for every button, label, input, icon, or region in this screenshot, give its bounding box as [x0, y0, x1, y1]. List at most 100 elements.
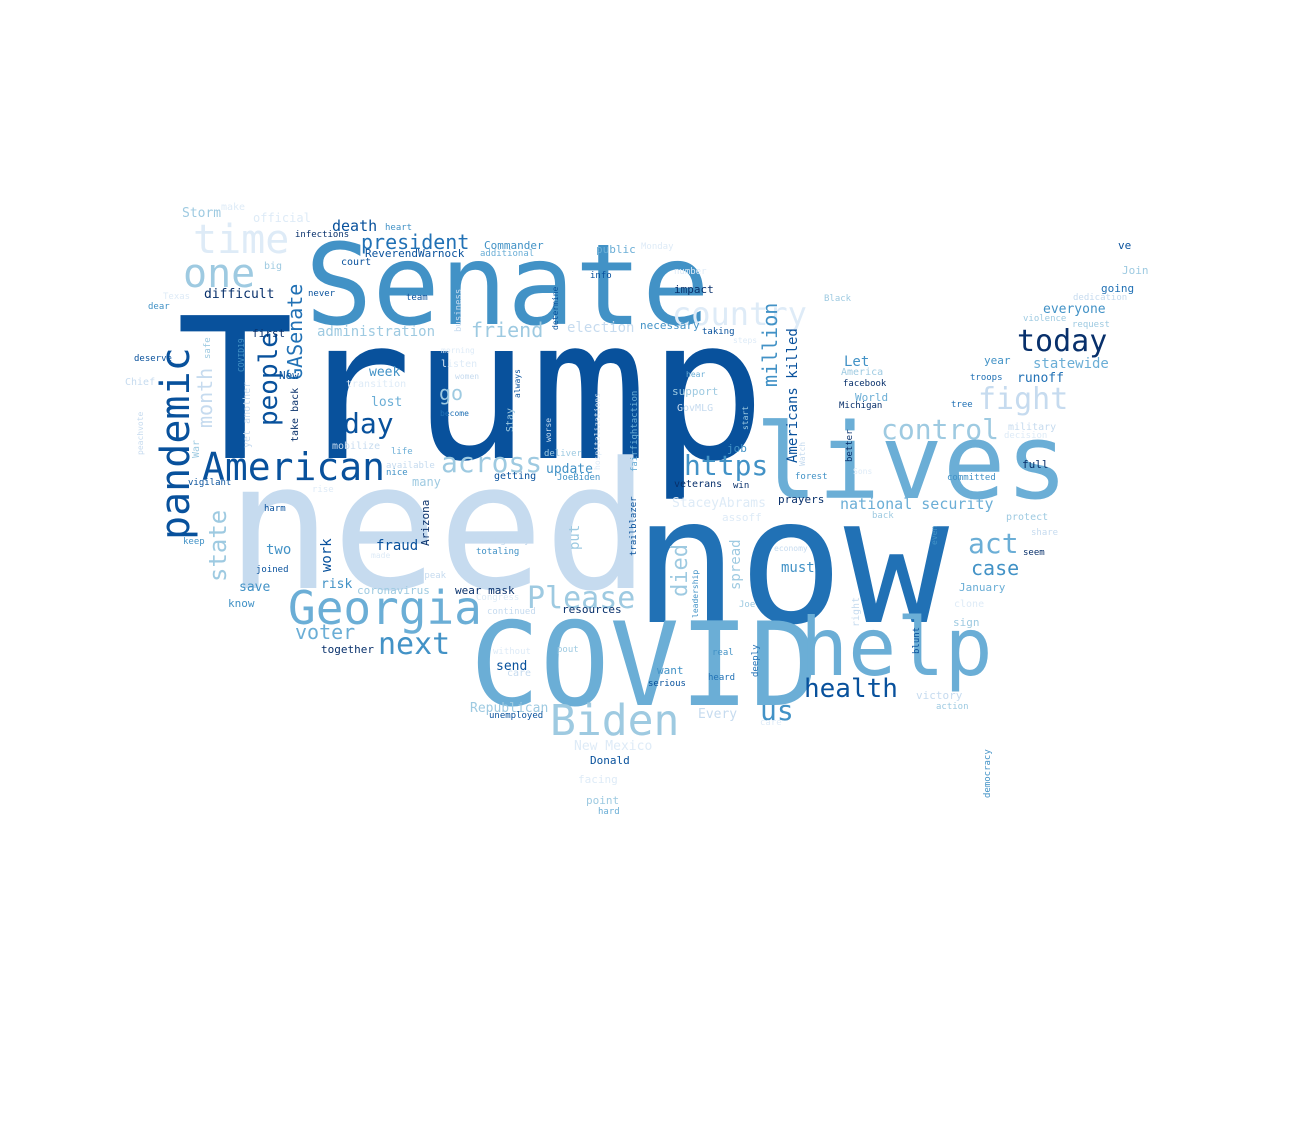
word-win: win [733, 481, 750, 491]
word-day: day [343, 407, 394, 440]
word-country: country [672, 295, 807, 333]
word-listen: listen [441, 359, 478, 370]
word-national-security: national security [840, 495, 994, 513]
word-better-v: better [845, 429, 855, 462]
word-friend: friend [471, 318, 544, 342]
word-georgia: Georgia [288, 581, 482, 635]
word-voter: voter [295, 620, 356, 644]
word-one: one [183, 251, 256, 297]
word-help: help [800, 601, 993, 694]
word-women: women [455, 372, 480, 381]
word-texas: Texas [163, 292, 191, 302]
word-care-2: care [760, 718, 782, 728]
word-war-v: War [191, 439, 202, 458]
word-always-v: always [513, 369, 522, 398]
word-health: health [804, 674, 898, 704]
word-every: Every [698, 707, 738, 722]
word-leadership-v: leadership [691, 569, 700, 618]
word-additional: additional [480, 249, 535, 259]
word-put-v: put [567, 524, 583, 550]
word-january: January [959, 581, 1006, 594]
word-joe: Joe [739, 600, 756, 610]
word-full: full [1022, 458, 1049, 471]
word-blunt-v: blunt [912, 626, 922, 654]
word-start-v: start [741, 405, 750, 430]
word-black: Black [824, 294, 852, 304]
word-now: now [633, 461, 950, 664]
word-necessary: necessary [640, 319, 700, 332]
word-https: https [684, 449, 769, 482]
word-number: number [674, 267, 707, 277]
word-going: going [1101, 282, 1135, 295]
word-economy: economy [774, 544, 808, 553]
word-right-v: right [851, 596, 862, 627]
word-made: made [371, 551, 391, 560]
word-decision: decision [1004, 431, 1048, 441]
word-today: today [1017, 324, 1108, 359]
word-case: case [971, 556, 1020, 580]
word-control: control [881, 413, 1000, 446]
word-big: big [264, 261, 283, 272]
word-emergency: emergency [476, 535, 531, 546]
word-world: World [855, 391, 889, 404]
word-republican: Republican [470, 701, 549, 716]
word-monday: Monday [641, 242, 674, 252]
word-deserve: deserve [134, 354, 172, 364]
word-new: New [279, 369, 299, 382]
word-info: info [590, 271, 612, 281]
word-team: team [406, 293, 428, 303]
word-heard: heard [708, 673, 736, 683]
word-serious: serious [648, 679, 686, 689]
word-hard: hard [598, 807, 620, 817]
word-clone: clone [954, 599, 985, 610]
word-steps: steps [733, 336, 758, 345]
word-job: job [727, 442, 747, 455]
word-administration: administration [317, 324, 436, 340]
word-never: never [308, 289, 336, 299]
word-democracy-v: democracy [983, 749, 993, 798]
word-impact: impact [674, 283, 714, 296]
word-nice: nice [386, 468, 408, 478]
word-facebook: facebook [843, 379, 887, 389]
word-watch-v: Watch [798, 441, 807, 466]
word-continued: continued [487, 607, 536, 617]
word-request: request [1072, 320, 1110, 330]
word-election: election [567, 320, 635, 336]
word-without: without [493, 647, 531, 657]
word-facing: facing [578, 773, 618, 786]
word-save: save [239, 580, 271, 595]
word-life: life [391, 447, 413, 457]
word-harm: harm [264, 504, 286, 514]
word-died-v: died [668, 544, 693, 597]
word-covid: COVID [470, 598, 820, 733]
word-america: America [841, 367, 884, 378]
word-join: Join [1122, 264, 1149, 277]
word-safe-v: safe [203, 337, 213, 359]
word-speak: speak [419, 571, 447, 581]
word-million-v: million [758, 302, 782, 387]
word-senate: Senate [305, 221, 710, 351]
word-stay-v: Stay [505, 407, 516, 432]
word-update: update [546, 462, 593, 477]
word-together: together [321, 643, 374, 656]
word-resources: resources [562, 603, 622, 616]
word-commander: Commander [484, 239, 544, 252]
word-coronavirus: coronavirus [357, 584, 430, 597]
word-death: death [332, 217, 378, 235]
word-determine-v: determine [551, 286, 560, 330]
word-know: know [228, 597, 255, 610]
word-time: time [193, 217, 290, 263]
word-violence: violence [1023, 314, 1067, 324]
word-dedication: dedication [1073, 293, 1128, 303]
word-tree: tree [951, 400, 973, 410]
word-hear: hear [686, 370, 706, 379]
word-month-v: month [193, 367, 217, 428]
word-arizona-v: Arizona [419, 499, 432, 546]
word-state-v: state [204, 509, 232, 582]
word-lost: lost [371, 395, 403, 410]
word-two: two [266, 542, 292, 558]
word-deeply-v: deeply [751, 644, 761, 677]
word-taking: taking [702, 327, 735, 337]
word-fraud: fraud [376, 538, 419, 554]
